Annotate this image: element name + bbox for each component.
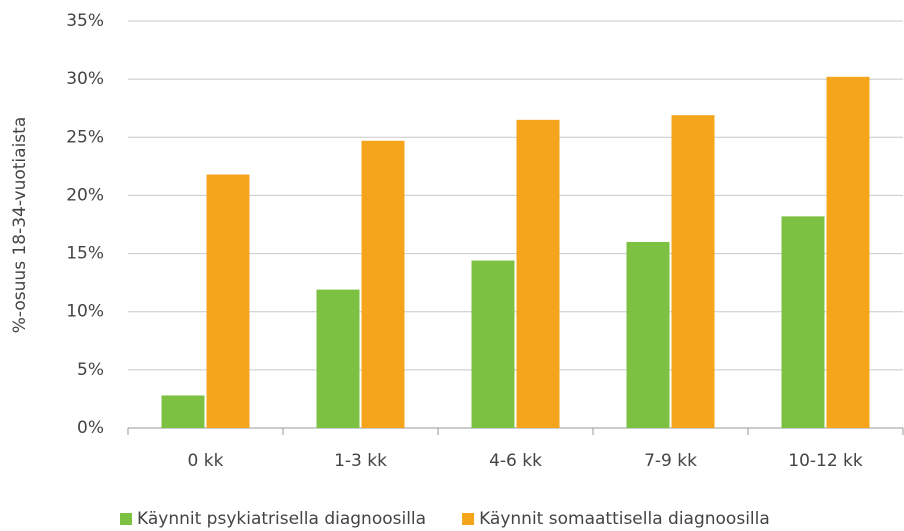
y-tick-label: 25%: [66, 127, 104, 147]
bar: [206, 174, 250, 428]
bar: [161, 395, 205, 428]
legend-swatch: [462, 513, 475, 525]
bar: [361, 140, 405, 428]
bar: [516, 119, 560, 428]
x-tick-label: 0 kk: [188, 451, 224, 471]
x-tick-label: 4-6 kk: [489, 451, 542, 471]
bar: [781, 216, 825, 428]
x-tick-label: 10-12 kk: [788, 451, 863, 471]
x-tick-label: 1-3 kk: [334, 451, 387, 471]
y-tick-label: 35%: [66, 11, 104, 31]
bar: [626, 241, 670, 428]
legend-label: Käynnit somaattisella diagnoosilla: [479, 509, 770, 529]
bar: [316, 289, 360, 428]
x-tick-label: 7-9 kk: [644, 451, 697, 471]
legend-label: Käynnit psykiatrisella diagnoosilla: [137, 509, 426, 529]
bar: [826, 76, 870, 429]
y-tick-label: 5%: [77, 360, 104, 380]
y-tick-label: 20%: [66, 185, 104, 205]
bar: [471, 260, 515, 428]
y-tick-label: 15%: [66, 244, 104, 264]
y-tick-label: 30%: [66, 69, 104, 89]
bar: [671, 115, 715, 428]
y-axis-label: %-osuus 18-34-vuotiaista: [10, 117, 30, 333]
legend-swatch: [120, 513, 132, 525]
y-tick-label: 10%: [66, 302, 104, 322]
y-tick-label: 0%: [77, 418, 104, 438]
